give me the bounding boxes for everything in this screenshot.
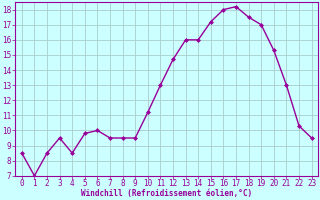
X-axis label: Windchill (Refroidissement éolien,°C): Windchill (Refroidissement éolien,°C) <box>81 189 252 198</box>
